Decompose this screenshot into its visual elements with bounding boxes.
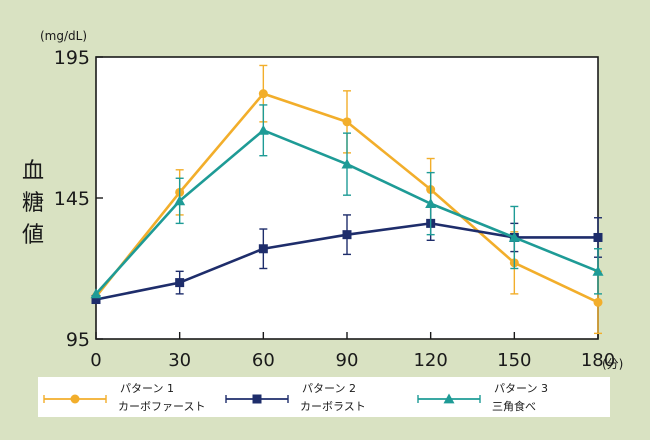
legend-marker-3	[443, 393, 455, 404]
y-axis-label-char-2: 糖	[22, 191, 44, 216]
data-point-s2-0	[91, 295, 101, 305]
legend-entry-3: パターン 3 三角食べ	[417, 382, 548, 413]
y-tick-label-95: 95	[66, 329, 90, 351]
legend-box	[38, 377, 610, 417]
legend-label-3-line2: 三角食べ	[492, 399, 536, 413]
x-tick-label-180: 180	[581, 350, 615, 371]
legend-label-2-line2: カーボラスト	[300, 400, 366, 413]
axes: 0 30 60 90 120 150 180 95 145 195	[54, 47, 615, 371]
data-point-s1-3	[342, 117, 352, 127]
x-tick-label-90: 90	[336, 350, 359, 371]
legend-entry-2: パターン 2 カーボラスト	[225, 382, 366, 413]
data-point-s3-0	[90, 288, 102, 299]
data-point-s3-1	[174, 195, 186, 206]
y-tick-label-195: 195	[54, 47, 90, 69]
series-layer	[90, 64, 604, 335]
x-tick-label-0: 0	[90, 350, 101, 371]
x-tick-label-30: 30	[168, 350, 191, 371]
data-point-s3-4	[425, 198, 437, 209]
y-tick-label-145: 145	[54, 188, 90, 210]
data-point-s3-5	[508, 231, 520, 242]
legend: パターン 1 カーボファースト パターン 2 カーボラスト パターン 3 三角食べ	[43, 382, 548, 413]
data-point-s2-2	[258, 244, 268, 254]
data-point-s2-3	[342, 230, 352, 240]
y-axis-label-char-3: 値	[22, 223, 44, 248]
y-unit-label: (mg/dL)	[40, 29, 87, 43]
x-tick-label-150: 150	[497, 350, 531, 371]
legend-label-1-line2: カーボファースト	[118, 400, 205, 413]
data-point-s3-2	[257, 124, 269, 135]
x-unit-label: (分)	[602, 357, 623, 371]
legend-label-2-line1: パターン 2	[302, 382, 356, 395]
data-point-s3-6	[592, 265, 604, 276]
series-3	[90, 104, 604, 299]
data-point-s1-6	[593, 297, 603, 307]
legend-label-3-line1: パターン 3	[494, 382, 548, 395]
legend-entry-1: パターン 1 カーボファースト	[43, 382, 205, 413]
x-tick-label-60: 60	[252, 350, 275, 371]
x-tick-label-120: 120	[413, 350, 447, 371]
data-point-s2-1	[175, 278, 185, 288]
data-point-s3-3	[341, 158, 353, 169]
legend-marker-2	[252, 394, 262, 404]
data-point-s2-6	[593, 232, 603, 242]
y-axis-label-char-1: 血	[22, 159, 44, 184]
legend-label-1-line1: パターン 1	[120, 382, 174, 395]
legend-marker-1	[70, 394, 80, 404]
data-point-s1-2	[258, 89, 268, 99]
